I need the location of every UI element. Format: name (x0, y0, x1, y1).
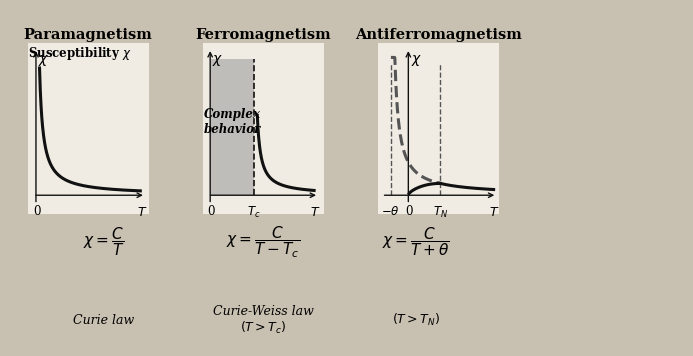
Text: $T$: $T$ (310, 206, 321, 219)
Text: 0: 0 (208, 205, 215, 218)
Text: $T$: $T$ (137, 206, 148, 219)
Text: Complex
behavior: Complex behavior (203, 108, 261, 136)
Text: $\chi$: $\chi$ (212, 53, 224, 68)
Text: $\chi = \dfrac{C}{T}$: $\chi = \dfrac{C}{T}$ (83, 226, 125, 258)
Text: $-\theta$: $-\theta$ (381, 205, 400, 218)
Text: $T_c$: $T_c$ (247, 205, 261, 220)
Title: Ferromagnetism: Ferromagnetism (195, 27, 331, 42)
Text: Curie-Weiss law
$(T > T_c)$: Curie-Weiss law $(T > T_c)$ (213, 305, 314, 336)
Text: $T_N$: $T_N$ (432, 205, 448, 220)
Title: Antiferromagnetism: Antiferromagnetism (356, 27, 522, 42)
Text: $\chi$: $\chi$ (411, 53, 422, 68)
Text: Susceptibility $\chi$: Susceptibility $\chi$ (28, 44, 132, 62)
Text: 0: 0 (405, 205, 413, 218)
Bar (210, 58, 254, 195)
Text: $\chi = \dfrac{C}{T - T_c}$: $\chi = \dfrac{C}{T - T_c}$ (227, 224, 300, 260)
Text: $\chi = \dfrac{C}{T + \theta}$: $\chi = \dfrac{C}{T + \theta}$ (382, 226, 450, 258)
Text: $T$: $T$ (489, 206, 500, 219)
Text: 0: 0 (33, 205, 41, 218)
Text: Curie law: Curie law (73, 314, 134, 327)
Title: Paramagnetism: Paramagnetism (24, 27, 152, 42)
Text: $\chi$: $\chi$ (38, 53, 49, 68)
Text: $(T > T_N)$: $(T > T_N)$ (392, 312, 440, 329)
